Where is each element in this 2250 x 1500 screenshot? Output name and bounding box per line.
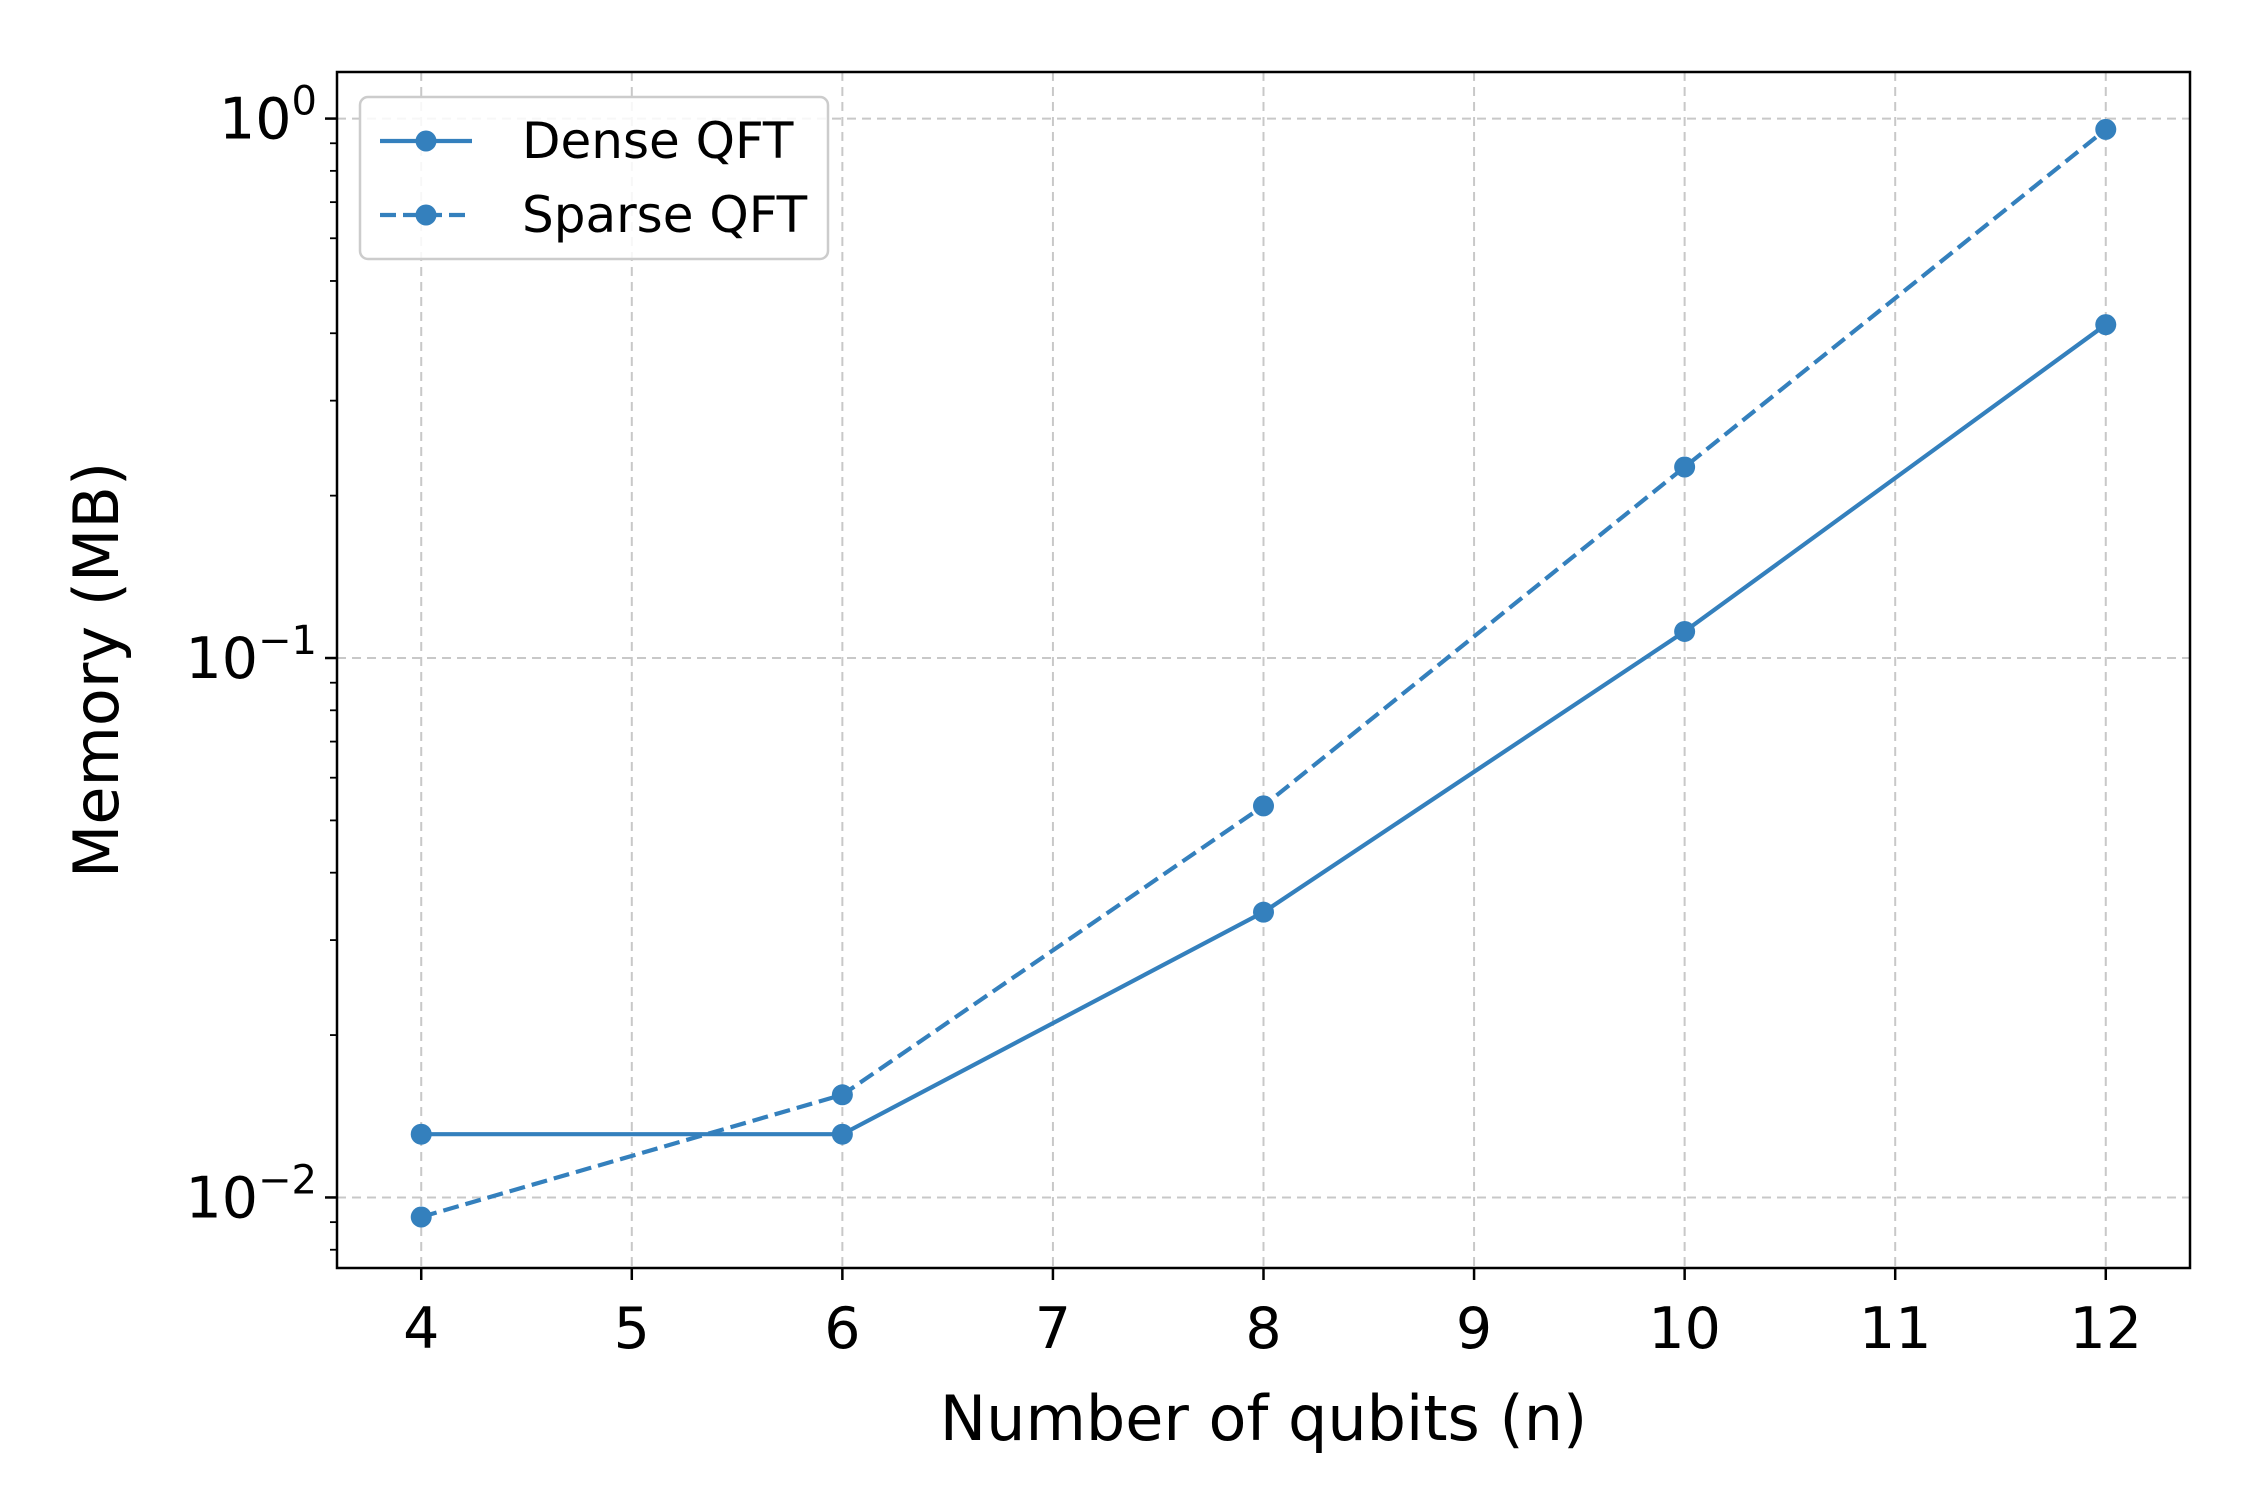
x-tick-label: 6	[824, 1296, 860, 1362]
legend-label-2: Sparse QFT	[522, 186, 808, 244]
x-tick-label: 9	[1456, 1296, 1492, 1362]
ticks: 4 5 6 7 8 9 10 11 12 10−2 10−1 100	[186, 79, 2143, 1362]
legend-marker-2	[415, 204, 437, 226]
data-point-series-1	[831, 1123, 853, 1145]
x-tick-label: 7	[1035, 1296, 1071, 1362]
data-point-series-2	[831, 1084, 853, 1106]
x-tick-label: 12	[2070, 1296, 2143, 1362]
x-tick-label: 10	[1648, 1296, 1721, 1362]
legend-label-1: Dense QFT	[522, 112, 794, 170]
x-tick-label: 11	[1859, 1296, 1932, 1362]
legend: Dense QFT Sparse QFT	[358, 95, 830, 261]
x-tick-label: 8	[1245, 1296, 1281, 1362]
data-point-series-1	[2095, 314, 2117, 336]
data-point-series-2	[2095, 118, 2117, 140]
data-point-series-1	[410, 1123, 432, 1145]
x-axis-title: Number of qubits (n)	[940, 1382, 1587, 1455]
x-tick-label: 4	[403, 1296, 439, 1362]
y-tick-label: 10−1	[186, 618, 318, 692]
data-point-series-2	[410, 1206, 432, 1228]
data-point-series-1	[1674, 620, 1696, 642]
data-point-series-1	[1253, 901, 1274, 923]
x-tick-label: 5	[614, 1296, 650, 1362]
series-layer	[410, 118, 2117, 1228]
y-tick-label: 100	[219, 79, 317, 153]
data-point-series-2	[1674, 456, 1696, 478]
legend-marker-1	[415, 130, 437, 152]
legend-box	[358, 95, 830, 261]
y-tick-label: 10−2	[186, 1157, 318, 1231]
data-point-series-2	[1253, 795, 1274, 817]
y-axis-title: Memory (MB)	[60, 462, 133, 878]
